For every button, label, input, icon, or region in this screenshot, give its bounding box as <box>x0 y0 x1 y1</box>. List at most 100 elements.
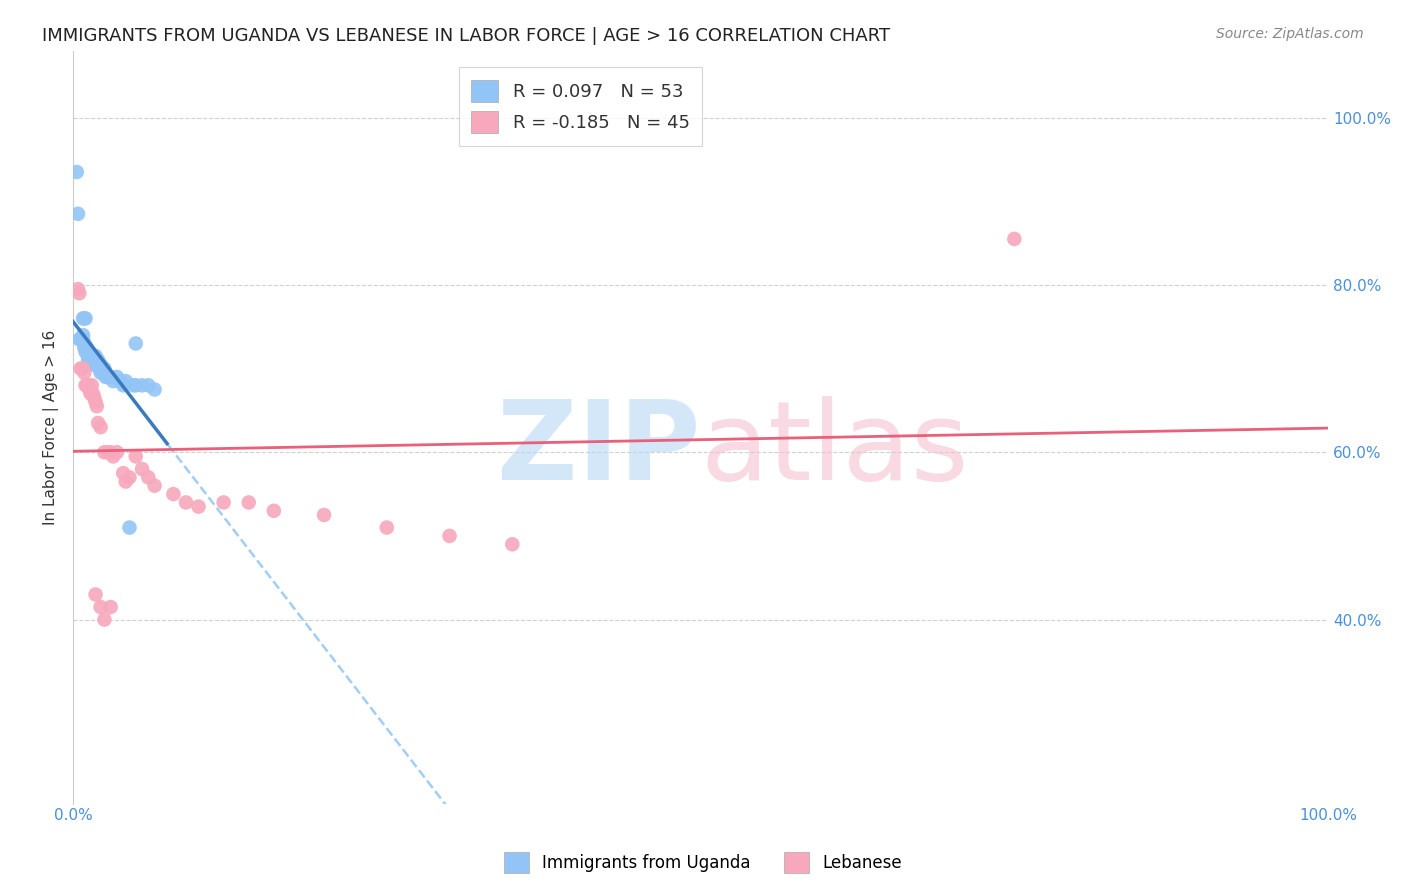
Point <box>80 353 103 368</box>
Point <box>76 378 98 392</box>
Point <box>93 366 115 380</box>
Point <box>238 495 260 509</box>
Point <box>125 450 148 464</box>
Point <box>162 487 184 501</box>
Point <box>100 600 122 615</box>
Point <box>93 613 115 627</box>
Point <box>72 361 94 376</box>
Point <box>73 341 96 355</box>
Point <box>101 450 124 464</box>
Point <box>84 349 107 363</box>
Point <box>66 207 89 221</box>
Point <box>72 311 94 326</box>
Point <box>136 378 159 392</box>
Point <box>73 336 96 351</box>
Point <box>131 462 153 476</box>
Point <box>90 361 112 376</box>
Y-axis label: In Labor Force | Age > 16: In Labor Force | Age > 16 <box>44 329 59 524</box>
Point <box>77 353 100 368</box>
Point <box>90 420 112 434</box>
Point <box>122 378 145 392</box>
Point <box>79 353 101 368</box>
Point <box>82 386 104 401</box>
Point <box>375 520 398 534</box>
Point <box>118 520 141 534</box>
Point <box>143 479 166 493</box>
Point <box>93 445 115 459</box>
Point <box>114 374 136 388</box>
Point <box>70 361 93 376</box>
Point <box>77 349 100 363</box>
Point <box>90 366 112 380</box>
Point <box>67 286 90 301</box>
Point <box>174 495 197 509</box>
Point <box>70 332 93 346</box>
Point <box>82 349 104 363</box>
Point <box>143 383 166 397</box>
Point <box>76 341 98 355</box>
Legend: Immigrants from Uganda, Lebanese: Immigrants from Uganda, Lebanese <box>498 846 908 880</box>
Point <box>87 358 110 372</box>
Point <box>114 475 136 489</box>
Point <box>79 383 101 397</box>
Point <box>83 358 105 372</box>
Point <box>73 366 96 380</box>
Point <box>110 374 132 388</box>
Legend: R = 0.097   N = 53, R = -0.185   N = 45: R = 0.097 N = 53, R = -0.185 N = 45 <box>458 67 703 145</box>
Text: atlas: atlas <box>700 396 969 503</box>
Point <box>69 332 91 346</box>
Point <box>1002 232 1025 246</box>
Point <box>91 366 114 380</box>
Point <box>84 587 107 601</box>
Point <box>87 353 110 368</box>
Point <box>439 529 461 543</box>
Point <box>90 358 112 372</box>
Point <box>131 378 153 392</box>
Point <box>125 336 148 351</box>
Point <box>76 344 98 359</box>
Point <box>105 370 128 384</box>
Point <box>66 282 89 296</box>
Point <box>75 378 97 392</box>
Point <box>93 361 115 376</box>
Point <box>82 353 104 368</box>
Point <box>105 445 128 459</box>
Point <box>101 374 124 388</box>
Point <box>89 361 111 376</box>
Point <box>66 165 89 179</box>
Point <box>84 395 107 409</box>
Point <box>86 358 108 372</box>
Point <box>136 470 159 484</box>
Point <box>69 361 91 376</box>
Point <box>80 378 103 392</box>
Point <box>112 466 135 480</box>
Point <box>118 470 141 484</box>
Point <box>501 537 523 551</box>
Point <box>72 332 94 346</box>
Text: Source: ZipAtlas.com: Source: ZipAtlas.com <box>1216 27 1364 41</box>
Point <box>100 370 122 384</box>
Point <box>80 349 103 363</box>
Point <box>263 504 285 518</box>
Point <box>125 378 148 392</box>
Point <box>312 508 335 522</box>
Point <box>79 386 101 401</box>
Point <box>86 399 108 413</box>
Text: IMMIGRANTS FROM UGANDA VS LEBANESE IN LABOR FORCE | AGE > 16 CORRELATION CHART: IMMIGRANTS FROM UGANDA VS LEBANESE IN LA… <box>42 27 890 45</box>
Point <box>90 600 112 615</box>
Point <box>97 370 120 384</box>
Point <box>112 378 135 392</box>
Point <box>87 416 110 430</box>
Text: ZIP: ZIP <box>498 396 700 503</box>
Point <box>75 311 97 326</box>
Point <box>100 445 122 459</box>
Point <box>77 378 100 392</box>
Point <box>84 353 107 368</box>
Point <box>212 495 235 509</box>
Point <box>79 349 101 363</box>
Point <box>67 332 90 346</box>
Point <box>73 311 96 326</box>
Point <box>75 341 97 355</box>
Point <box>75 344 97 359</box>
Point <box>94 370 117 384</box>
